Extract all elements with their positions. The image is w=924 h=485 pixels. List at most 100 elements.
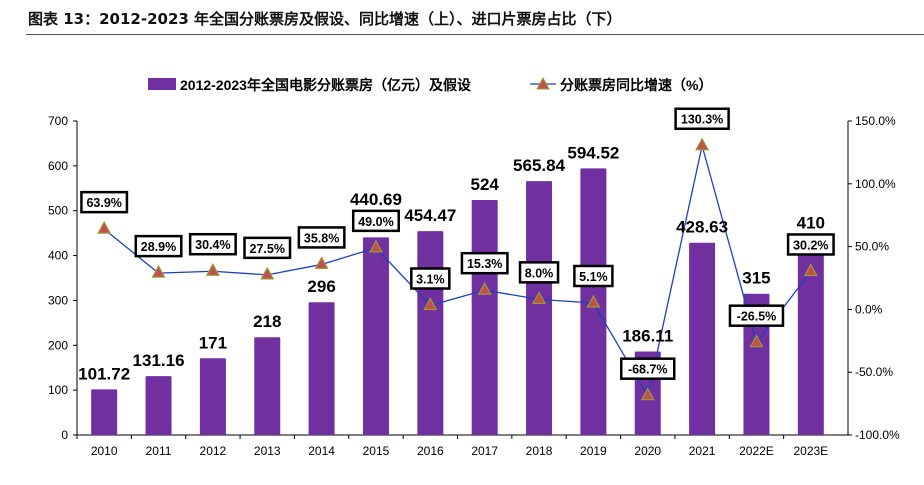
bar-2018 <box>526 181 553 435</box>
y-tick-label: 600 <box>48 159 68 173</box>
growth-label: 130.3% <box>681 113 723 127</box>
legend-bar-label: 2012-2023年全国电影分账票房（亿元）及假设 <box>180 77 472 93</box>
growth-marker <box>423 297 438 311</box>
legend-bar-swatch <box>148 78 176 90</box>
bar-2014 <box>308 302 335 435</box>
bar-value-label: 101.72 <box>78 364 130 383</box>
growth-marker <box>532 291 547 304</box>
x-tick-label: 2015 <box>363 444 390 458</box>
growth-marker <box>749 334 764 348</box>
growth-marker <box>151 264 166 278</box>
y-tick-label: 700 <box>48 114 68 128</box>
bar-value-label: 218 <box>253 312 281 331</box>
bar-value-label: 440.69 <box>350 190 402 209</box>
bar-value-label: 315 <box>742 269 770 288</box>
growth-marker <box>97 220 112 234</box>
x-tick-label: 2010 <box>91 444 118 458</box>
growth-label: 30.2% <box>793 238 828 252</box>
x-tick-label: 2013 <box>254 444 281 458</box>
growth-label: 8.0% <box>525 266 554 280</box>
x-tick-label: 2023E <box>793 444 828 458</box>
growth-label: 49.0% <box>358 215 393 229</box>
legend-triangle-icon <box>536 76 550 90</box>
bar-2023E <box>797 251 824 435</box>
growth-label-box <box>573 264 614 288</box>
y2-tick-label: 100.0% <box>855 177 896 191</box>
bar-2010 <box>91 389 118 435</box>
growth-label-box <box>620 357 676 380</box>
growth-label: 15.3% <box>467 257 502 271</box>
y-tick-label: 200 <box>48 338 68 352</box>
bar-value-label: 428.63 <box>676 218 728 237</box>
y2-tick-label: 150.0% <box>855 114 896 128</box>
growth-label: 5.1% <box>579 270 608 284</box>
bar-2012 <box>199 358 226 435</box>
x-tick-label: 2011 <box>146 444 172 458</box>
y-tick-label: 300 <box>48 293 68 307</box>
y2-tick-label: 0.0% <box>855 302 883 316</box>
growth-marker <box>260 266 275 280</box>
growth-label-box <box>351 209 400 233</box>
bar-2017 <box>471 199 498 435</box>
growth-label-box <box>460 251 509 275</box>
x-tick-label: 2018 <box>526 444 553 458</box>
bar-value-label: 171 <box>199 333 227 352</box>
growth-marker <box>640 387 655 401</box>
bar-2022E <box>743 293 770 435</box>
growth-marker <box>314 256 329 270</box>
bar-2013 <box>254 337 281 435</box>
y-tick-label: 400 <box>48 249 68 263</box>
growth-marker <box>205 262 220 276</box>
bar-value-label: 565.84 <box>513 156 566 175</box>
bar-2015 <box>362 237 389 435</box>
y2-tick-label: -100.0% <box>855 428 900 442</box>
growth-marker <box>477 281 492 295</box>
growth-label-box <box>297 226 346 249</box>
growth-line <box>103 145 812 398</box>
bar-2016 <box>417 231 444 435</box>
x-tick-label: 2012 <box>200 444 227 458</box>
bar-value-label: 296 <box>307 277 335 296</box>
y-tick-label: 0 <box>61 428 68 442</box>
bar-value-label: 410 <box>797 213 825 232</box>
x-tick-label: 2020 <box>634 444 661 458</box>
bar-value-label: 131.16 <box>133 351 185 370</box>
growth-label-box <box>728 304 785 327</box>
growth-label-box <box>243 236 292 260</box>
x-tick-label: 2016 <box>417 444 444 458</box>
growth-label-box <box>134 234 183 258</box>
growth-marker <box>803 263 818 277</box>
bar-value-label: 594.52 <box>567 143 619 162</box>
chart-title: 图表 13：2012-2023 年全国分账票房及假设、同比增速（上）、进口片票房… <box>28 10 622 28</box>
growth-label: 28.9% <box>141 240 176 254</box>
growth-marker <box>586 294 601 308</box>
legend-line-label: 分账票房同比增速（%） <box>560 77 712 93</box>
x-tick-label: 2014 <box>308 444 335 458</box>
bar-value-label: 524 <box>470 175 499 194</box>
growth-label: 27.5% <box>250 242 285 256</box>
bar-2011 <box>145 376 172 435</box>
growth-label: 30.4% <box>195 238 230 252</box>
title-divider <box>26 34 924 35</box>
growth-marker <box>695 137 710 151</box>
growth-label: -68.7% <box>628 363 668 377</box>
growth-label: 63.9% <box>86 196 121 210</box>
growth-label-box <box>188 232 237 256</box>
bar-value-label: 454.47 <box>404 206 456 225</box>
growth-label-box <box>410 267 451 290</box>
growth-label-box <box>518 261 560 284</box>
growth-marker <box>368 239 383 253</box>
y2-tick-label: -50.0% <box>855 365 893 379</box>
x-tick-label: 2019 <box>580 444 607 458</box>
growth-label-box <box>80 190 129 214</box>
growth-label: 3.1% <box>416 273 445 287</box>
bar-2021 <box>689 242 716 435</box>
growth-label: 35.8% <box>304 231 339 245</box>
y-tick-label: 100 <box>48 383 68 397</box>
growth-label: -26.5% <box>737 310 777 324</box>
y2-tick-label: 50.0% <box>855 240 889 254</box>
y-tick-label: 500 <box>48 204 68 218</box>
growth-label-box <box>674 107 730 130</box>
growth-label-box <box>786 233 835 256</box>
